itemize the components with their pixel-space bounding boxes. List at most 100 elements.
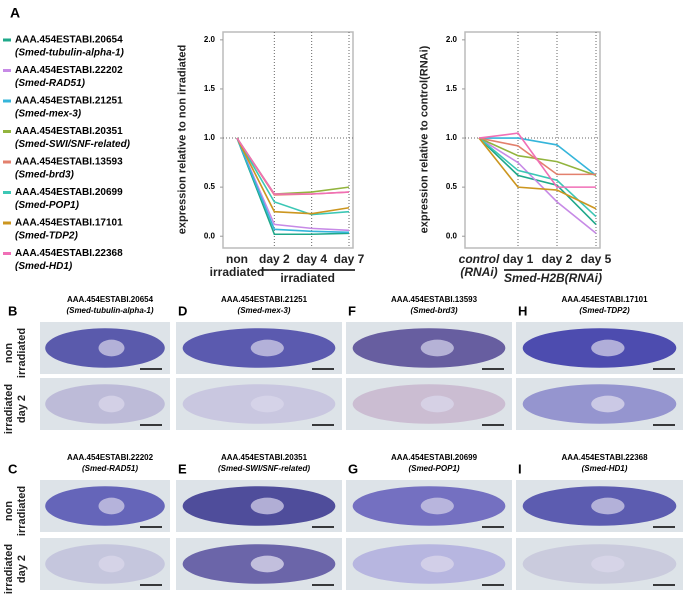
pharynx — [98, 497, 125, 515]
series-line — [236, 137, 350, 234]
group-label: Smed-H2B(RNAi) — [504, 271, 603, 285]
series-line — [478, 137, 597, 234]
panel-letter: D — [178, 303, 187, 318]
legend-gene: (Smed-POP1) — [15, 200, 80, 211]
legend-id: AAA.454ESTABI.20351 — [15, 126, 123, 137]
legend-id: AAA.454ESTABI.17101 — [15, 218, 123, 229]
y-tick-label: 1.5 — [204, 84, 216, 93]
legend-id: AAA.454ESTABI.20654 — [15, 35, 123, 46]
legend-gene: (Smed-TDP2) — [15, 231, 78, 242]
x-tick-label: day 5 — [580, 252, 612, 266]
panel-letter: E — [178, 461, 187, 476]
legend-gene: (Smed-mex-3) — [15, 109, 82, 120]
pharynx — [420, 497, 454, 515]
pharynx — [98, 339, 125, 357]
y-axis-label: expression relative to control(RNAi) — [418, 45, 431, 234]
y-axis-label: expression relative to non irradiated — [176, 44, 189, 235]
panel-letter: B — [8, 303, 17, 318]
panel-id: AAA.454ESTABI.20699 — [391, 453, 478, 462]
y-tick-label: 0.5 — [204, 182, 216, 191]
legend-id: AAA.454ESTABI.20699 — [15, 187, 123, 198]
y-tick-label: 0.0 — [446, 231, 458, 240]
x-tick-label: control (RNAi) — [458, 252, 500, 279]
y-tick-label: 1.0 — [446, 133, 458, 142]
x-tick-label: day 1 — [502, 252, 534, 266]
panel-id: AAA.454ESTABI.20654 — [67, 295, 154, 304]
y-tick-label: 2.0 — [204, 35, 216, 44]
x-tick-label: day 2 — [258, 252, 290, 266]
x-tick-label: day 4 — [296, 252, 327, 266]
pharynx — [591, 339, 625, 357]
panel-id: AAA.454ESTABI.21251 — [221, 295, 308, 304]
x-tick-label: day 7 — [333, 252, 365, 266]
group-label: irradiated — [280, 271, 335, 285]
y-tick-label: 1.5 — [446, 84, 458, 93]
series-line — [479, 137, 597, 176]
y-tick-label: 0.0 — [204, 231, 216, 240]
pharynx — [591, 395, 625, 413]
panel-id: AAA.454ESTABI.13593 — [391, 295, 478, 304]
series-line — [236, 137, 350, 232]
panel-letter: G — [348, 461, 358, 476]
pharynx — [420, 555, 454, 573]
series-line — [478, 137, 597, 177]
panel-letter: F — [348, 303, 356, 318]
panel-id: AAA.454ESTABI.22368 — [561, 453, 648, 462]
plot-frame — [222, 31, 354, 249]
row-label: non irradiated — [3, 327, 28, 379]
legend-gene: (Smed-SWI/SNF-related) — [15, 139, 131, 150]
pharynx — [420, 395, 454, 413]
panel-id: AAA.454ESTABI.22202 — [67, 453, 154, 462]
legend-id: AAA.454ESTABI.21251 — [15, 96, 123, 107]
row-label: irradiated day 2 — [3, 543, 28, 595]
panel-id: AAA.454ESTABI.17101 — [561, 295, 648, 304]
series-line — [236, 137, 350, 215]
legend-id: AAA.454ESTABI.13593 — [15, 157, 123, 168]
pharynx — [420, 339, 454, 357]
series-line — [478, 137, 597, 210]
series-line — [236, 137, 350, 236]
series-line — [478, 137, 597, 225]
row-label: non irradiated — [3, 485, 28, 537]
pharynx — [250, 339, 284, 357]
legend-gene: (Smed-RAD51) — [15, 78, 86, 89]
panel-gene: (Smed-RAD51) — [82, 464, 138, 473]
pharynx — [591, 555, 625, 573]
panel-letter: C — [8, 461, 18, 476]
pharynx — [98, 395, 125, 413]
plot-frame — [464, 31, 601, 249]
pharynx — [250, 497, 284, 515]
panel-letter: H — [518, 303, 527, 318]
panel-letter: I — [518, 461, 522, 476]
panel-gene: (Smed-tubulin-alpha-1) — [66, 306, 153, 315]
panel-gene: (Smed-mex-3) — [238, 306, 291, 315]
legend-gene: (Smed-tubulin-alpha-1) — [15, 48, 125, 59]
series-line — [478, 132, 596, 188]
legend-gene: (Smed-HD1) — [15, 261, 73, 272]
pharynx — [250, 395, 284, 413]
series-line — [236, 137, 350, 195]
row-label: irradiated day 2 — [3, 383, 28, 435]
figure-label: A — [10, 5, 20, 21]
x-tick-label: non irradiated — [209, 252, 265, 279]
pharynx — [250, 555, 284, 573]
series-line — [478, 137, 597, 218]
panel-gene: (Smed-brd3) — [410, 306, 457, 315]
panel-gene: (Smed-POP1) — [408, 464, 459, 473]
panel-id: AAA.454ESTABI.20351 — [221, 453, 308, 462]
legend-id: AAA.454ESTABI.22202 — [15, 65, 123, 76]
panel-gene: (Smed-SWI/SNF-related) — [218, 464, 310, 473]
pharynx — [591, 497, 625, 515]
panel-gene: (Smed-HD1) — [582, 464, 628, 473]
series-line — [236, 137, 350, 216]
panel-gene: (Smed-TDP2) — [579, 306, 630, 315]
legend-gene: (Smed-brd3) — [15, 170, 75, 181]
y-tick-label: 2.0 — [446, 35, 458, 44]
y-tick-label: 1.0 — [204, 133, 216, 142]
legend-id: AAA.454ESTABI.22368 — [15, 248, 123, 259]
pharynx — [98, 555, 125, 573]
y-tick-label: 0.5 — [446, 182, 458, 191]
x-tick-label: day 2 — [541, 252, 573, 266]
